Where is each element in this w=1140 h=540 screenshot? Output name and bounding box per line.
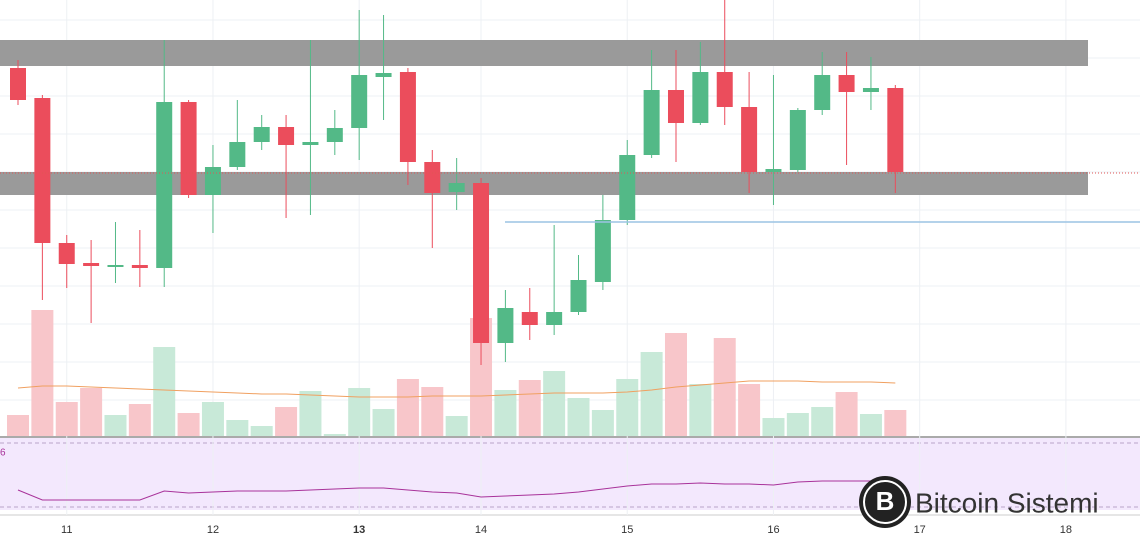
candle-body	[58, 243, 75, 264]
volume-bar	[55, 402, 78, 436]
x-tick-label: 16	[767, 524, 779, 536]
volume-bar	[543, 371, 566, 436]
volume-bar	[811, 407, 834, 436]
candle-body	[399, 72, 416, 162]
candle-body	[253, 127, 270, 142]
volume-bar	[884, 410, 907, 436]
candle-body	[570, 280, 587, 312]
watermark-text: Bitcoin Sistemi	[915, 487, 1099, 518]
volume-bar	[177, 413, 200, 436]
candle-body	[34, 98, 51, 243]
candle-body	[204, 167, 221, 195]
x-tick-label: 17	[914, 524, 926, 536]
watermark-logo	[859, 476, 911, 528]
x-tick-label: 13	[353, 524, 365, 536]
volume-bar	[859, 414, 882, 436]
volume-bar	[616, 379, 639, 436]
candle-body	[302, 142, 319, 145]
candle-body	[594, 220, 611, 282]
candle-body	[278, 127, 295, 145]
volume-bar	[7, 415, 29, 436]
candle-body	[667, 90, 684, 123]
volume-bar	[664, 333, 687, 436]
candle-body	[107, 265, 124, 267]
x-tick-label: 12	[207, 524, 219, 536]
volume-bar	[689, 384, 712, 436]
x-tick-label: 18	[1060, 524, 1072, 536]
candle-body	[326, 128, 343, 142]
volume-bar	[835, 392, 858, 436]
candle-body	[424, 162, 441, 193]
candle-body	[83, 263, 100, 266]
candle-body	[448, 183, 465, 192]
volume-bar	[323, 434, 346, 436]
volume-ma-line	[17, 380, 896, 398]
candle-body	[375, 73, 392, 77]
candle-body	[643, 90, 660, 155]
volume-bar	[31, 310, 54, 436]
volume-bar	[128, 404, 151, 436]
watermark-logo-letter: B	[876, 486, 895, 516]
volume-bar	[640, 352, 663, 436]
candle-body	[814, 75, 831, 110]
candle-body	[473, 183, 490, 343]
volume-bar	[738, 384, 761, 436]
candle-body	[229, 142, 246, 167]
candle-body	[131, 265, 148, 268]
rsi-pane	[0, 438, 1140, 510]
volume-bar	[153, 347, 176, 436]
zone	[0, 40, 1088, 66]
rsi-label: 6	[0, 448, 6, 459]
candle-body	[156, 102, 173, 268]
volume-bar	[421, 387, 444, 436]
volume-bar	[275, 407, 298, 436]
rsi-line	[17, 480, 896, 501]
candle-body	[716, 72, 733, 107]
x-tick-label: 14	[475, 524, 487, 536]
candle-body	[546, 312, 563, 325]
candle-body	[887, 88, 904, 172]
candle-body	[741, 107, 758, 172]
volume-bar	[299, 391, 322, 436]
volume-bar	[250, 426, 273, 436]
candle-body	[521, 312, 538, 325]
volume-bar	[396, 379, 419, 436]
candle-body	[619, 155, 636, 220]
volume-bar	[80, 388, 103, 436]
volume-bar	[226, 420, 249, 436]
volume-bar	[372, 409, 395, 436]
candle-body	[765, 169, 782, 172]
volume-bar	[786, 413, 809, 436]
candle-body	[692, 72, 709, 123]
volume-bar	[470, 318, 493, 436]
x-tick-label: 11	[61, 524, 72, 536]
volume-bar	[591, 410, 614, 436]
watermark-logo-ring	[863, 480, 907, 524]
volume-bar	[567, 398, 590, 436]
volume-bar	[104, 415, 127, 436]
candle-body	[180, 102, 197, 195]
zone	[0, 172, 1088, 195]
volume-bar	[201, 402, 224, 436]
volume-bar	[348, 388, 371, 436]
candle-body	[351, 75, 368, 128]
volume-bar	[762, 418, 785, 436]
candle-body	[838, 75, 855, 92]
candle-body	[789, 110, 806, 170]
candle-body	[10, 68, 26, 100]
volume-bar	[494, 390, 517, 436]
watermark: B Bitcoin Sistemi	[859, 476, 1099, 528]
candle-body	[862, 88, 879, 92]
candle-body	[497, 308, 514, 343]
x-tick-label: 15	[621, 524, 633, 536]
volume-bar	[713, 338, 736, 436]
volume-bar	[518, 380, 541, 436]
volume-bar	[445, 416, 468, 436]
